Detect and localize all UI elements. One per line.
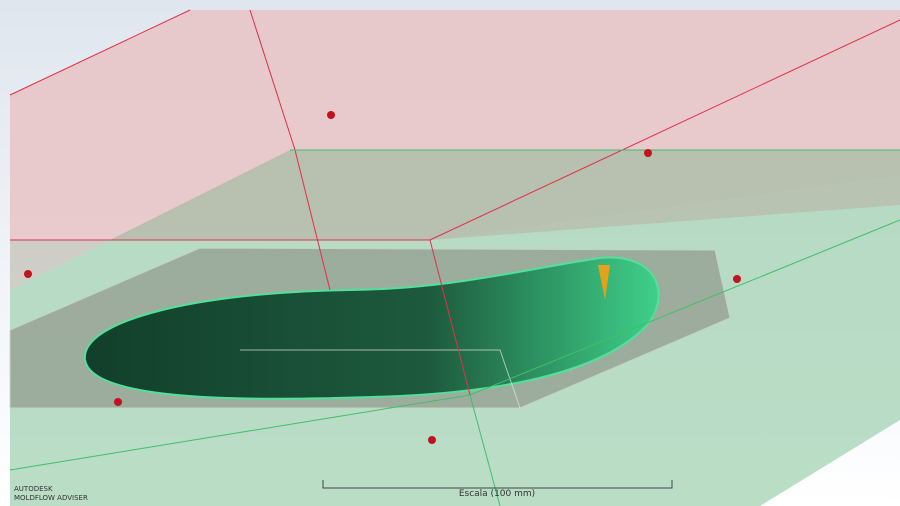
marker: [733, 275, 741, 283]
marker: [644, 149, 652, 157]
page: Escala (100 mm) AUTODESK MOLDFLOW ADVISE…: [0, 0, 900, 506]
viewport: Escala (100 mm) AUTODESK MOLDFLOW ADVISE…: [0, 0, 900, 506]
scale-label: Escala (100 mm): [459, 489, 535, 499]
marker: [428, 436, 436, 444]
marker: [24, 270, 32, 278]
marker: [327, 111, 335, 119]
brand-company: AUTODESK: [14, 485, 53, 493]
brand-product: MOLDFLOW ADVISER: [14, 494, 88, 502]
marker: [114, 398, 122, 406]
